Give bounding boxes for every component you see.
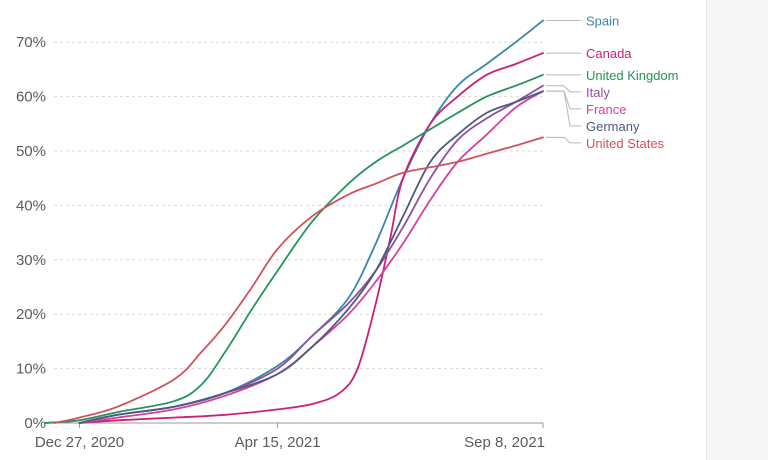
x-tick-label: Apr 15, 2021 <box>235 434 321 451</box>
side-panel <box>706 0 768 460</box>
series-line-canada <box>78 52 544 424</box>
series-line-germany <box>78 90 544 424</box>
legend-connector-united-states <box>546 136 581 144</box>
legend-label-united-kingdom: United Kingdom <box>586 68 679 83</box>
legend-label-france: France <box>586 102 626 117</box>
legend-connector-germany <box>546 90 581 127</box>
y-tick-label: 60% <box>16 89 46 106</box>
legend-label-canada: Canada <box>586 46 632 61</box>
x-tick-label: Dec 27, 2020 <box>35 434 124 451</box>
series-line-united-kingdom <box>44 73 544 424</box>
legend-connector-france <box>546 90 581 110</box>
y-tick-label: 50% <box>16 143 46 160</box>
gridlines <box>54 41 543 370</box>
x-tick-label: Sep 8, 2021 <box>464 434 545 451</box>
y-tick-label: 20% <box>16 306 46 323</box>
y-tick-label: 70% <box>16 34 46 51</box>
y-tick-label: 30% <box>16 252 46 269</box>
y-tick-label: 40% <box>16 197 46 214</box>
legend-label-united-states: United States <box>586 136 665 151</box>
y-axis: 0% 10% 20% 30% 40% 50% 60% 70% <box>16 34 46 432</box>
series-lines <box>44 19 544 424</box>
series-line-france <box>78 90 544 424</box>
legend-connector-italy <box>546 85 581 93</box>
legend-label-italy: Italy <box>586 85 610 100</box>
series-line-united-states <box>53 136 544 424</box>
y-tick-label: 0% <box>24 415 46 432</box>
legend-label-spain: Spain <box>586 13 619 28</box>
line-chart: 0% 10% 20% 30% 40% 50% 60% 70% Dec 27, 2020 Apr … <box>16 13 679 451</box>
legend: Spain Canada United Kingdom Italy France Germ… <box>546 13 679 151</box>
y-tick-label: 10% <box>16 361 46 378</box>
legend-label-germany: Germany <box>586 119 640 134</box>
series-line-italy <box>78 84 544 424</box>
x-axis: Dec 27, 2020 Apr 15, 2021 Sep 8, 2021 <box>35 422 545 451</box>
